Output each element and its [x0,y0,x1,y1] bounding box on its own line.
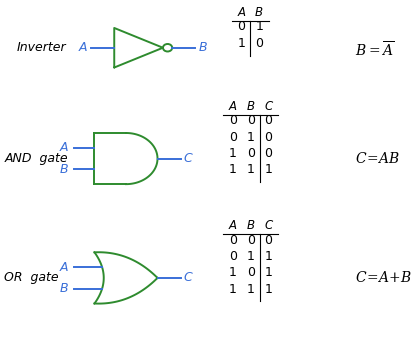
Text: A: A [60,261,68,274]
Text: 0: 0 [264,234,273,247]
Text: 1: 1 [238,37,245,50]
Text: 0: 0 [255,37,263,50]
Text: AND  gate: AND gate [4,152,68,165]
Text: 1: 1 [229,266,237,279]
Text: B: B [247,219,255,232]
Text: B: B [255,6,263,19]
Text: $C\!=\!A\!+\!B$: $C\!=\!A\!+\!B$ [355,270,412,285]
Text: 1: 1 [265,250,272,263]
Text: C: C [264,219,273,232]
Text: 1: 1 [247,163,255,176]
Text: 0: 0 [264,131,273,144]
Text: 1: 1 [229,163,237,176]
Text: 1: 1 [229,147,237,160]
Text: $B=\overline{A}$: $B=\overline{A}$ [355,40,394,59]
Text: C: C [264,100,273,113]
Text: OR  gate: OR gate [4,271,59,284]
Text: 1: 1 [255,20,263,33]
Text: 0: 0 [247,234,255,247]
Text: 1: 1 [265,283,272,296]
Text: A: A [60,141,68,154]
Text: $C\!=\!AB$: $C\!=\!AB$ [355,151,400,166]
Text: 0: 0 [247,114,255,127]
Text: C: C [184,152,193,165]
Text: 0: 0 [229,114,237,127]
Text: 0: 0 [229,250,237,263]
Text: 1: 1 [247,250,255,263]
Text: 0: 0 [229,234,237,247]
Text: 1: 1 [247,283,255,296]
Text: 0: 0 [264,147,273,160]
Text: B: B [60,282,68,295]
Text: B: B [247,100,255,113]
Text: 1: 1 [229,283,237,296]
Text: Inverter: Inverter [17,41,66,54]
Text: 1: 1 [265,266,272,279]
Text: B: B [60,163,68,176]
Text: C: C [184,271,193,284]
Text: 0: 0 [247,147,255,160]
Text: 0: 0 [237,20,246,33]
Text: 1: 1 [265,163,272,176]
Text: 0: 0 [264,114,273,127]
Text: A: A [229,219,237,232]
Text: 0: 0 [247,266,255,279]
Text: A: A [229,100,237,113]
Text: B: B [199,41,207,54]
Text: A: A [237,6,246,19]
Text: A: A [79,41,87,54]
Text: 0: 0 [229,131,237,144]
Text: 1: 1 [247,131,255,144]
